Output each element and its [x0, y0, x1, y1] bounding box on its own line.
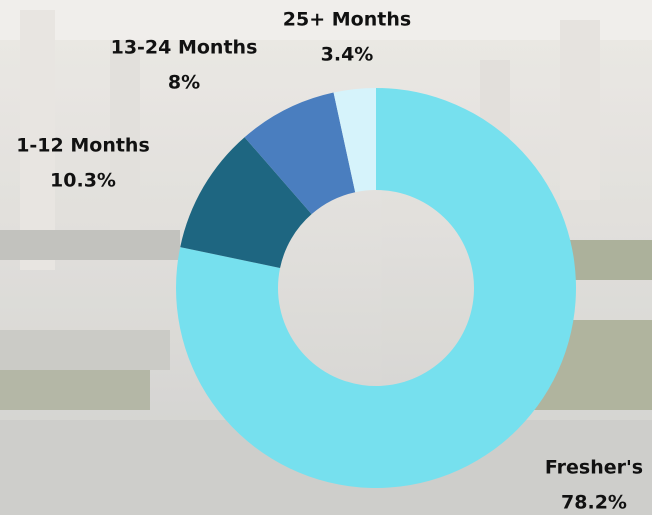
- slice: [176, 88, 576, 488]
- slice-label: 25+ Months: [283, 9, 411, 31]
- slice-label: 13-24 Months: [111, 37, 258, 59]
- slice-value-label: 3.4%: [321, 44, 374, 66]
- slice: [180, 137, 312, 268]
- slice: [333, 88, 376, 193]
- slice-value-label: 10.3%: [50, 170, 116, 192]
- slice: [244, 92, 356, 215]
- slice-value-label: 78.2%: [561, 492, 627, 514]
- donut: [176, 88, 576, 488]
- slice-label: Fresher's: [545, 457, 643, 479]
- slice-value-label: 8%: [168, 72, 200, 94]
- slice-label: 1-12 Months: [16, 135, 150, 157]
